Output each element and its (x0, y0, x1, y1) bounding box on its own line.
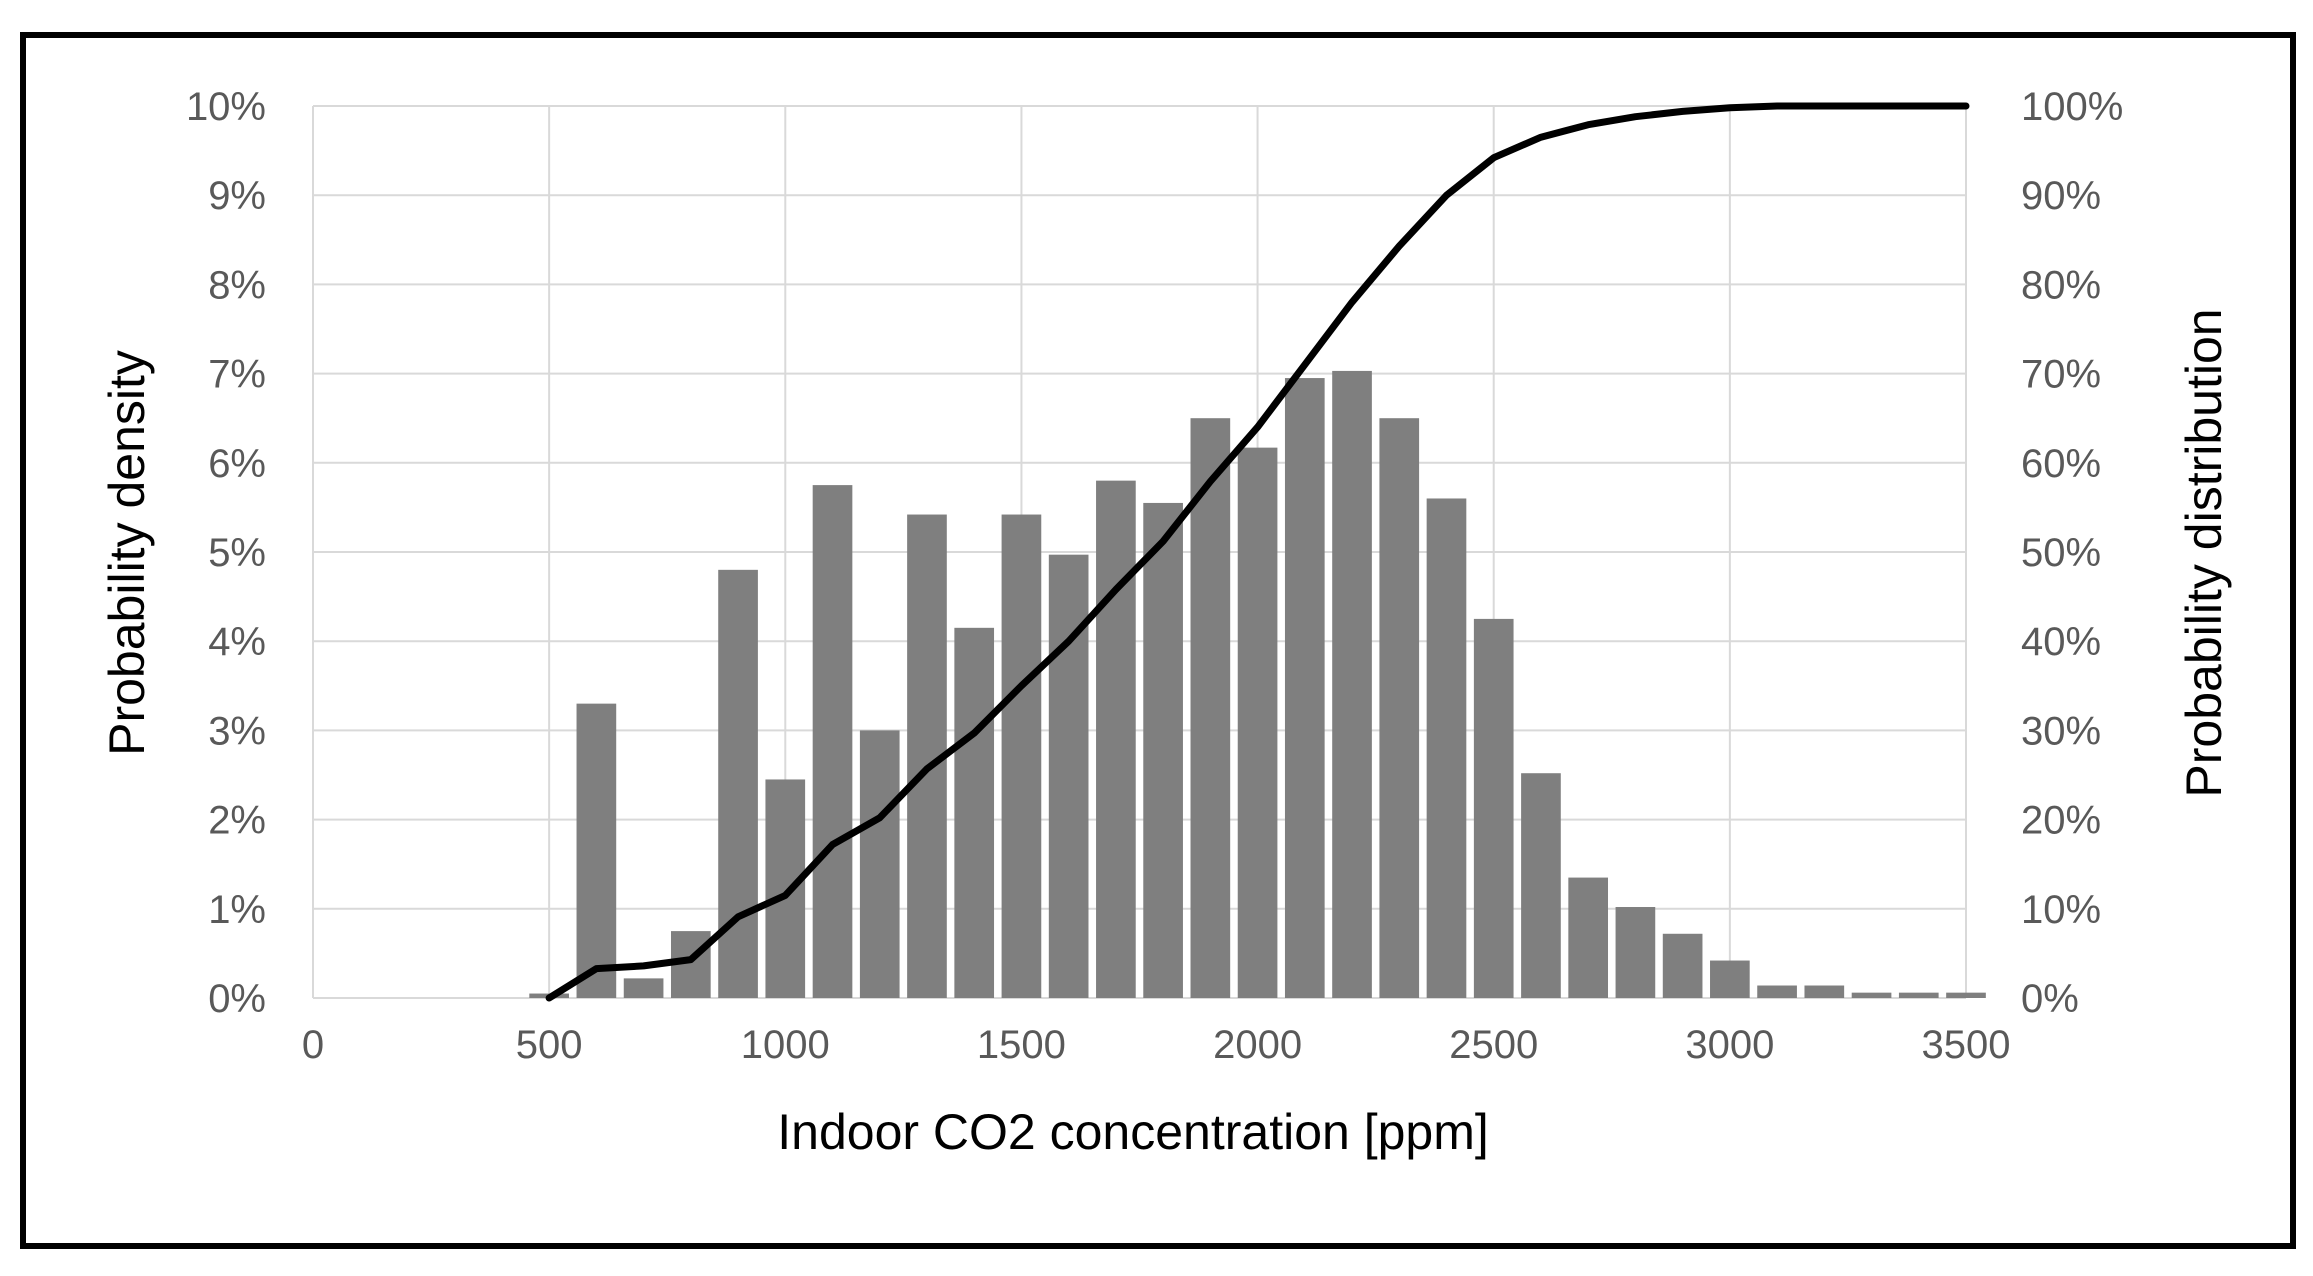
x-tick-label: 2000 (1213, 1023, 1302, 1067)
density-bar (1662, 933, 1703, 998)
density-bar (1804, 985, 1845, 998)
y2-axis-title: Probability distribution (2176, 308, 2232, 797)
x-tick-label: 0 (302, 1023, 324, 1067)
density-bar (1379, 418, 1420, 998)
y2-tick-label: 10% (2021, 888, 2101, 932)
density-bar (1615, 907, 1656, 998)
chart-svg: 0 500 1000 1500 2000 2500 3000 3500 0% 1% 2% 3% 4% 5… (99, 85, 2232, 1160)
y-tick-label: 8% (208, 263, 266, 307)
y2-tick-label: 70% (2021, 353, 2101, 397)
density-bar (576, 703, 617, 998)
y2-tick-label: 30% (2021, 709, 2101, 753)
y-tick-label: 3% (208, 709, 266, 753)
density-bar (1284, 378, 1325, 998)
x-axis-title: Indoor CO2 concentration [ppm] (777, 1104, 1489, 1160)
y2-tick-label: 20% (2021, 799, 2101, 843)
chart-frame: 0 500 1000 1500 2000 2500 3000 3500 0% 1% 2% 3% 4% 5… (20, 32, 2296, 1249)
x-tick-label: 3500 (1922, 1023, 2011, 1067)
y2-tick-label: 0% (2021, 977, 2079, 1021)
distribution-line (545, 102, 1970, 1002)
density-bar (1332, 370, 1372, 998)
density-bar (623, 978, 664, 998)
density-bar (1143, 502, 1183, 998)
density-bar (1190, 418, 1231, 998)
x-tick-label: 2500 (1449, 1023, 1538, 1067)
y-tick-label: 10% (186, 85, 266, 129)
y-tick-label: 2% (208, 799, 266, 843)
x-tick-label: 3000 (1685, 1023, 1774, 1067)
y2-tick-label: 60% (2021, 442, 2101, 486)
density-bar (1521, 773, 1561, 998)
density-bar (1851, 992, 1892, 998)
density-bar (859, 730, 900, 998)
x-axis-tick-labels: 0 500 1000 1500 2000 2500 3000 3500 (302, 1023, 2011, 1067)
y2-axis-tick-labels: 0% 10% 20% 30% 40% 50% 60% 70% 80% 90% 100% (2021, 85, 2123, 1021)
y-tick-label: 5% (208, 531, 266, 575)
y-tick-label: 9% (208, 174, 266, 218)
y-axis-title: Probability density (99, 350, 155, 756)
density-bars (529, 370, 1986, 999)
density-bar (1757, 985, 1797, 998)
y-tick-label: 0% (208, 977, 266, 1021)
density-bar (1237, 447, 1278, 998)
density-bar (1946, 992, 1986, 998)
y-tick-label: 6% (208, 442, 266, 486)
density-bar (1426, 498, 1467, 998)
y2-tick-label: 50% (2021, 531, 2101, 575)
y2-tick-label: 80% (2021, 263, 2101, 307)
horizontal-gridlines (313, 105, 1966, 999)
distribution-polyline (545, 102, 1970, 1002)
y2-tick-label: 40% (2021, 620, 2101, 664)
y2-tick-label: 90% (2021, 174, 2101, 218)
density-bar (812, 485, 853, 999)
density-bar (1001, 514, 1042, 998)
density-bar (1710, 960, 1750, 998)
density-bar (954, 627, 995, 998)
density-bar (1898, 992, 1939, 998)
y-tick-label: 7% (208, 353, 266, 397)
density-bar (765, 779, 806, 998)
density-bar (1568, 877, 1609, 998)
x-tick-label: 1000 (741, 1023, 830, 1067)
y-axis-tick-labels: 0% 1% 2% 3% 4% 5% 6% 7% 8% 9% 10% (186, 85, 266, 1021)
density-bar (1473, 618, 1514, 998)
x-tick-label: 1500 (977, 1023, 1066, 1067)
y-tick-label: 1% (208, 888, 266, 932)
y-tick-label: 4% (208, 620, 266, 664)
y2-tick-label: 100% (2021, 85, 2123, 129)
density-bar (1096, 480, 1136, 998)
x-tick-label: 500 (516, 1023, 583, 1067)
